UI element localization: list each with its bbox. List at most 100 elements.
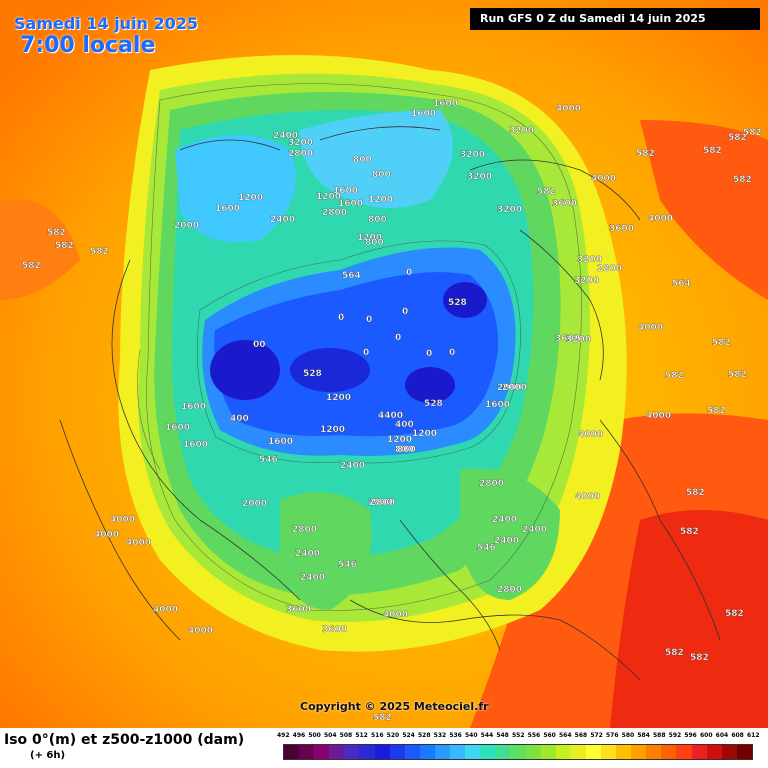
contour-label: 564 xyxy=(342,271,361,281)
hot-core-asia xyxy=(610,510,768,728)
contour-label-layer: 1600 1200 1600 2000 2400 2800 3200 2400 … xyxy=(22,99,762,723)
contour-label: 3600 xyxy=(609,224,634,234)
color-scale-swatch xyxy=(510,745,526,759)
contour-lines xyxy=(137,83,582,611)
contour-label: 800 xyxy=(397,445,416,455)
color-scale-tick-label: 564 xyxy=(559,732,572,739)
contour-label: 2400 xyxy=(340,461,365,471)
contour-label: 582 xyxy=(665,648,684,658)
contour-label: 3200 xyxy=(566,335,591,345)
contour-label: 4000 xyxy=(383,610,408,620)
contour-label: 4000 xyxy=(646,411,671,421)
warm-region-west xyxy=(0,198,80,300)
color-scale-swatch xyxy=(600,745,617,759)
contour-label: 1600 xyxy=(183,440,208,450)
green-lobe-europe xyxy=(460,468,560,600)
color-scale-tick-label: 500 xyxy=(308,732,321,739)
contour-label: 2400 xyxy=(295,549,320,559)
contour-label: 4000 xyxy=(94,530,119,540)
contour-label: 582 xyxy=(665,371,684,381)
contour-label: 582 xyxy=(743,128,762,138)
color-scale-tick-label: 588 xyxy=(653,732,666,739)
contour-label: 2400 xyxy=(273,131,298,141)
contour-label: 1200 xyxy=(357,233,382,243)
contour-label: 800 xyxy=(395,445,414,455)
contour-label: 1200 xyxy=(326,393,351,403)
color-scale-tick-label: 608 xyxy=(731,732,744,739)
contour-label: 1600 xyxy=(485,400,510,410)
color-scale-tick-label: 540 xyxy=(465,732,478,739)
contour-label: 528 xyxy=(424,399,443,409)
color-scale-swatch xyxy=(465,745,481,759)
color-scale-tick-label: 592 xyxy=(668,732,682,739)
contour-label: 2800 xyxy=(322,208,347,218)
color-scale-tick-label: 576 xyxy=(606,732,619,739)
contour-label: 582 xyxy=(47,228,66,238)
legend-footer: Iso 0°(m) et z500-z1000 (dam) (+ 6h) 492… xyxy=(0,728,768,768)
contour-label: 800 xyxy=(365,238,384,248)
contour-label: 3200 xyxy=(497,205,522,215)
contour-label: 3200 xyxy=(467,172,492,182)
contour-label: 4000 xyxy=(578,430,603,440)
color-scale-tick-label: 580 xyxy=(621,732,635,739)
contour-label: 2800 xyxy=(497,585,522,595)
contour-label: 00 xyxy=(253,340,266,350)
contour-label: 2800 xyxy=(292,525,317,535)
color-scale-swatch xyxy=(359,745,375,759)
model-run-banner: Run GFS 0 Z du Samedi 14 juin 2025 xyxy=(470,8,760,30)
color-scale-tick-label: 496 xyxy=(292,732,306,739)
color-scale-swatch xyxy=(419,745,435,759)
contour-label: 4000 xyxy=(126,538,151,548)
contour-label: 582 xyxy=(725,609,744,619)
contour-label: 3200 xyxy=(509,126,534,136)
color-scale-tick-label: 544 xyxy=(480,732,494,739)
color-scale-tick-label: 548 xyxy=(496,732,509,739)
contour-label: 1200 xyxy=(387,435,412,445)
contour-label: 546 xyxy=(477,543,496,553)
map-date: Samedi 14 juin 2025 xyxy=(14,14,199,33)
contour-label: 582 xyxy=(728,370,747,380)
contour-label: 582 xyxy=(728,133,747,143)
contour-label: 3200 xyxy=(574,276,599,286)
color-scale-swatch xyxy=(329,745,345,759)
color-scale-swatch xyxy=(661,745,677,759)
color-scale-swatch xyxy=(434,745,451,759)
contour-label: 1600 xyxy=(181,402,206,412)
color-scale-tick-label: 600 xyxy=(700,732,713,739)
color-scale-tick-label: 568 xyxy=(574,732,588,739)
contour-label: 2400 xyxy=(300,573,325,583)
color-scale-swatch xyxy=(540,745,556,759)
color-scale-swatch xyxy=(389,745,405,759)
cold-core-west xyxy=(210,340,280,400)
contour-label: 2800 xyxy=(368,498,393,508)
legend-title: Iso 0°(m) et z500-z1000 (dam) xyxy=(4,732,245,748)
color-scale-swatch xyxy=(585,745,601,759)
color-scale-swatch xyxy=(721,745,737,759)
contour-label: 546 xyxy=(338,560,357,570)
contour-label: 4000 xyxy=(153,605,178,615)
contour-label: 582 xyxy=(680,527,699,537)
color-scale-swatch xyxy=(314,745,330,759)
contour-label: 582 xyxy=(636,149,655,159)
color-scale-tick-label: 528 xyxy=(418,732,431,739)
contour-label: 0 xyxy=(395,333,401,343)
color-scale-swatch xyxy=(706,745,722,759)
contour-label: 1200 xyxy=(368,195,393,205)
contour-label: 582 xyxy=(90,247,109,257)
color-scale-swatch xyxy=(736,745,752,759)
contour-label: 2000 xyxy=(502,383,527,393)
contour-label: 582 xyxy=(22,261,41,271)
color-scale-swatch xyxy=(450,745,466,759)
contour-label: 1600 xyxy=(338,199,363,209)
contour-label: 0 xyxy=(338,313,344,323)
color-scale-tick-label: 612 xyxy=(747,732,760,739)
color-scale-tick-label: 520 xyxy=(386,732,400,739)
color-scale-swatch xyxy=(525,745,541,759)
color-scale-tick-label: 596 xyxy=(684,732,697,739)
contour-label: 2800 xyxy=(288,149,313,159)
contour-label: 4000 xyxy=(110,515,135,525)
contour-label: 3600 xyxy=(555,334,580,344)
color-scale-ticks: 492 496 500 504 508 512 516 520 524 528 532 536 540 5… xyxy=(277,732,760,742)
color-scale-swatch xyxy=(404,745,420,759)
contour-label: 3600 xyxy=(286,605,311,615)
